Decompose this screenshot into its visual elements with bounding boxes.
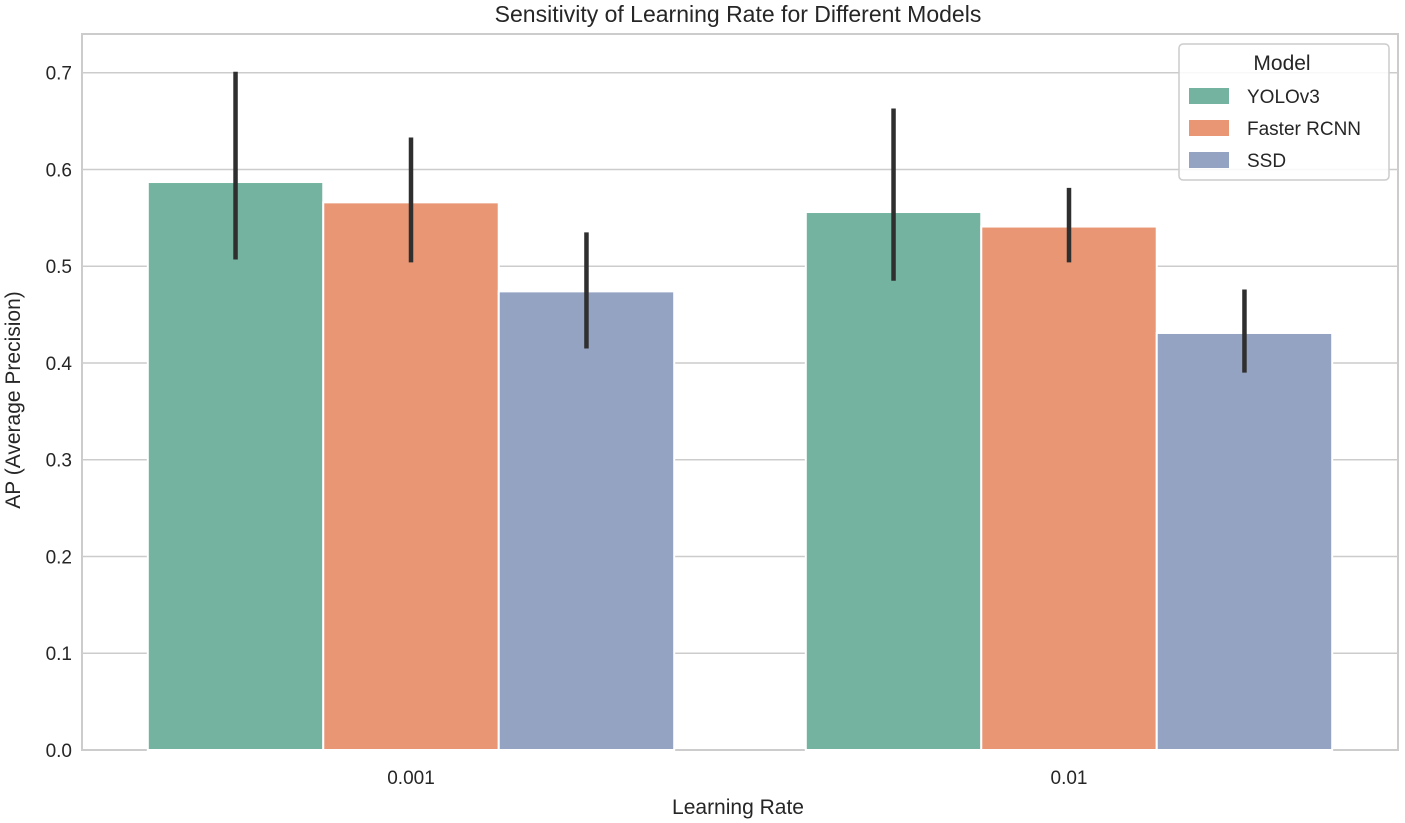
bar-faster-rcnn-0.01 xyxy=(980,225,1158,751)
y-tick-label: 0.0 xyxy=(46,741,72,762)
y-tick-label: 0.6 xyxy=(46,160,72,181)
bar-ssd-0.001 xyxy=(497,290,676,751)
y-tick-label: 0.2 xyxy=(46,547,72,568)
legend-label: YOLOv3 xyxy=(1247,87,1320,108)
y-tick-label: 0.5 xyxy=(46,257,72,278)
chart-title: Sensitivity of Learning Rate for Differe… xyxy=(495,1,982,27)
y-tick-label: 0.1 xyxy=(46,644,72,665)
x-tick-label: 0.01 xyxy=(1051,768,1088,789)
error-bars xyxy=(233,71,1247,373)
x-tick-labels: 0.001 0.01 xyxy=(387,768,1087,789)
bar-yolov3-0.001 xyxy=(146,181,325,751)
legend-label: SSD xyxy=(1247,151,1286,172)
legend-title: Model xyxy=(1253,52,1310,75)
legend-label: Faster RCNN xyxy=(1247,119,1361,140)
bars xyxy=(146,181,1334,752)
bar-yolov3-0.01 xyxy=(804,211,983,752)
legend-swatch xyxy=(1189,152,1229,168)
legend-box xyxy=(1178,43,1390,181)
x-axis-title: Learning Rate xyxy=(672,796,804,819)
y-tick-label: 0.4 xyxy=(46,354,73,375)
legend-swatch xyxy=(1189,88,1229,104)
y-tick-label: 0.7 xyxy=(46,64,72,85)
y-axis-title: AP (Average Precision) xyxy=(2,291,25,509)
x-tick-label: 0.001 xyxy=(387,768,435,789)
bar-ssd-0.01 xyxy=(1155,331,1334,751)
legend-items: YOLOv3 Faster RCNN SSD xyxy=(1189,87,1361,172)
legend: Model YOLOv3 Faster RCNN SSD xyxy=(1178,43,1390,181)
y-tick-labels: 0.0 0.1 0.2 0.3 0.4 0.5 0.6 0.7 xyxy=(46,64,73,762)
bar-faster-rcnn-0.001 xyxy=(322,201,500,751)
y-tick-label: 0.3 xyxy=(46,451,72,472)
legend-swatch xyxy=(1189,120,1229,136)
